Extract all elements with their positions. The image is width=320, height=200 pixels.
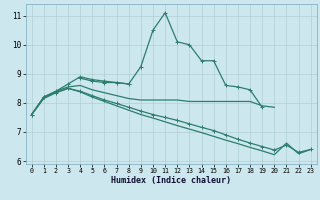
X-axis label: Humidex (Indice chaleur): Humidex (Indice chaleur) (111, 176, 231, 185)
